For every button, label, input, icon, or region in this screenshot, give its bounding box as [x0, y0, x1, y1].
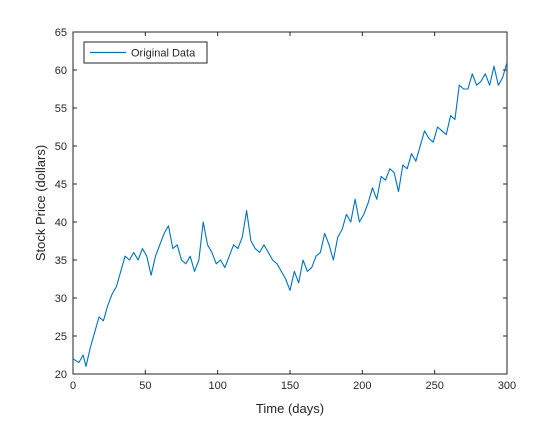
y-tick-label: 20: [55, 369, 67, 381]
y-axis-label: Stock Price (dollars): [33, 145, 48, 261]
y-tick-label: 40: [55, 217, 67, 229]
y-tick-label: 35: [55, 255, 67, 267]
y-tick-label: 25: [55, 331, 67, 343]
plot-area: [72, 31, 508, 375]
y-tick-label: 55: [55, 103, 67, 115]
x-tick-label: 150: [281, 380, 299, 392]
x-axis-label: Time (days): [256, 401, 324, 416]
x-tick-label: 300: [498, 380, 516, 392]
y-tick-label: 60: [55, 65, 67, 77]
x-tick-label: 50: [139, 380, 151, 392]
series-layer: [72, 62, 508, 367]
y-tick-label: 65: [55, 27, 67, 39]
x-tick-label: 200: [353, 380, 371, 392]
y-tick-label: 30: [55, 293, 67, 305]
legend-label: Original Data: [131, 48, 196, 60]
tick-group: 0 50 100 150 200 250 300 20 25 30 35 40 45 50 55 60 65: [55, 27, 516, 392]
legend: Original Data: [83, 41, 208, 64]
x-tick-label: 100: [208, 380, 226, 392]
y-tick-label: 45: [55, 179, 67, 191]
x-tick-label: 250: [425, 380, 443, 392]
series-line: [72, 62, 508, 367]
x-tick-label: 0: [70, 380, 76, 392]
legend-box: [83, 41, 208, 64]
y-tick-label: 50: [55, 141, 67, 153]
